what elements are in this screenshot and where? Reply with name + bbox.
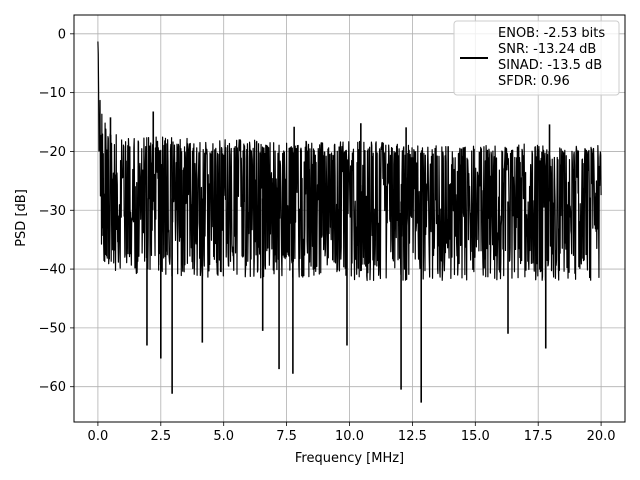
x-tick-label: 15.0: [461, 429, 490, 444]
x-axis-label: Frequency [MHz]: [295, 451, 404, 466]
legend-entry-enob: ENOB: -2.53 bits: [498, 26, 605, 41]
x-axis-ticks: 0.0 2.5 5.0 7.5 10.0 12.5 15.0 17.5 20.0: [88, 422, 616, 444]
legend: ENOB: -2.53 bits SNR: -13.24 dB SINAD: -…: [453, 20, 620, 96]
y-tick-label: −30: [39, 204, 66, 219]
x-tick-label: 0.0: [88, 429, 109, 444]
y-tick-label: −20: [39, 145, 66, 160]
x-tick-label: 10.0: [335, 429, 364, 444]
legend-box: [453, 20, 620, 96]
psd-series: [97, 41, 602, 403]
y-axis-label: PSD [dB]: [14, 189, 29, 247]
x-tick-label: 7.5: [276, 429, 297, 444]
y-tick-label: −40: [39, 263, 66, 278]
y-tick-label: −10: [39, 86, 66, 101]
y-axis-ticks: 0 −10 −20 −30 −40 −50 −60: [39, 27, 74, 395]
x-tick-label: 12.5: [398, 429, 427, 444]
psd-trace: [97, 41, 602, 282]
x-tick-label: 2.5: [150, 429, 171, 444]
x-tick-label: 17.5: [524, 429, 553, 444]
x-tick-label: 20.0: [587, 429, 616, 444]
legend-entry-sinad: SINAD: -13.5 dB: [498, 58, 602, 73]
y-tick-label: 0: [58, 27, 66, 42]
legend-entry-sfdr: SFDR: 0.96: [498, 74, 570, 89]
y-tick-label: −60: [39, 380, 66, 395]
y-tick-label: −50: [39, 321, 66, 336]
x-tick-label: 5.0: [213, 429, 234, 444]
legend-entry-snr: SNR: -13.24 dB: [498, 42, 596, 57]
